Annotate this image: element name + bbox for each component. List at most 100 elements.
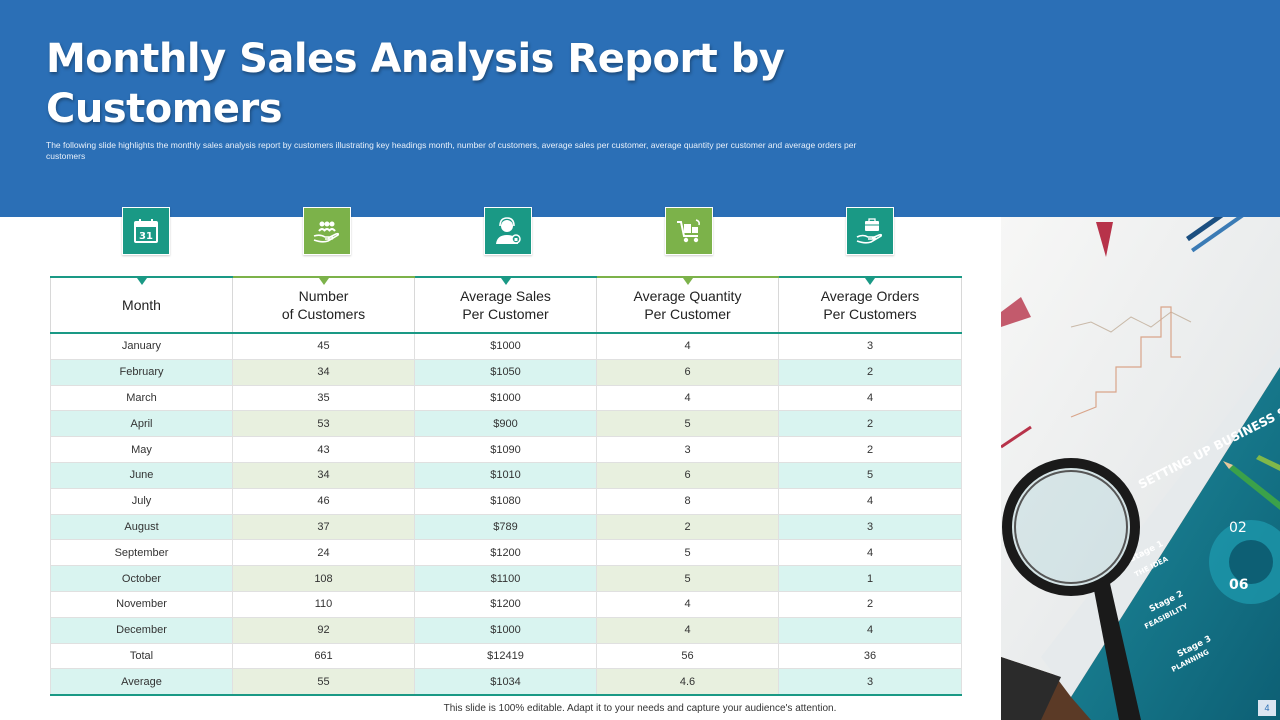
table-body: January 45 $1000 4 3 February 34 $1050 6 2 March 35… (50, 332, 962, 697)
cell-customers: 34 (232, 358, 415, 386)
cell-month: September (50, 539, 233, 567)
header-number-of-customers: Number of Customers (232, 276, 415, 334)
header-banner: Monthly Sales Analysis Report by Custome… (0, 0, 1280, 217)
shopping-cart-icon (665, 207, 713, 255)
cell-avg-sales: $1000 (414, 332, 597, 360)
cell-avg-orders: 2 (778, 358, 962, 386)
cell-avg-sales: $789 (414, 513, 597, 541)
cell-avg-sales: $1100 (414, 565, 597, 592)
cell-avg-orders: 3 (778, 332, 962, 360)
cell-avg-orders: 4 (778, 616, 962, 644)
cell-avg-quantity: 56 (596, 642, 779, 670)
table-row: September 24 $1200 5 4 (50, 539, 962, 567)
cell-avg-sales: $1010 (414, 461, 597, 489)
cell-avg-quantity: 4 (596, 384, 779, 412)
cell-avg-quantity: 4 (596, 616, 779, 644)
cell-avg-sales: $1200 (414, 539, 597, 567)
cell-month: Average (50, 668, 233, 697)
booklet-num-06: 06 (1229, 577, 1248, 593)
cell-avg-orders: 2 (778, 410, 962, 438)
cell-avg-orders: 3 (778, 668, 962, 697)
cell-avg-orders: 4 (778, 539, 962, 567)
cell-avg-sales: $900 (414, 410, 597, 438)
cell-customers: 110 (232, 590, 415, 618)
cell-avg-sales: $1034 (414, 668, 597, 697)
header-average-sales: Average Sales Per Customer (414, 276, 597, 334)
cell-month: October (50, 565, 233, 592)
cell-avg-quantity: 6 (596, 461, 779, 489)
cell-avg-orders: 3 (778, 513, 962, 541)
cell-avg-quantity: 5 (596, 539, 779, 567)
cell-avg-sales: $1050 (414, 358, 597, 386)
cell-month: Total (50, 642, 233, 670)
cell-month: December (50, 616, 233, 644)
cell-month: April (50, 410, 233, 438)
cell-avg-sales: $12419 (414, 642, 597, 670)
table-row: March 35 $1000 4 4 (50, 384, 962, 412)
table-row: December 92 $1000 4 4 (50, 616, 962, 644)
cell-avg-quantity: 8 (596, 487, 779, 515)
footer-note: This slide is 100% editable. Adapt it to… (443, 703, 837, 714)
cell-month: July (50, 487, 233, 515)
cell-month: February (50, 358, 233, 386)
cell-customers: 55 (232, 668, 415, 697)
page-title: Monthly Sales Analysis Report by Custome… (46, 36, 785, 132)
table-row: July 46 $1080 8 4 (50, 487, 962, 515)
cell-customers: 661 (232, 642, 415, 670)
cell-customers: 24 (232, 539, 415, 567)
customers-group-icon (303, 207, 351, 255)
cell-avg-sales: $1000 (414, 616, 597, 644)
cell-avg-orders: 36 (778, 642, 962, 670)
table-row: Total 661 $12419 56 36 (50, 642, 962, 670)
table-row: April 53 $900 5 2 (50, 410, 962, 438)
business-photo: SETTING UP BUSINESS ST 02 06 Stage 1 THE… (1001, 217, 1280, 720)
cell-avg-orders: 4 (778, 487, 962, 515)
cell-month: November (50, 590, 233, 618)
cell-customers: 43 (232, 436, 415, 463)
cell-customers: 53 (232, 410, 415, 438)
table-row: February 34 $1050 6 2 (50, 358, 962, 386)
cell-customers: 46 (232, 487, 415, 515)
table-row: August 37 $789 2 3 (50, 513, 962, 541)
cell-avg-quantity: 2 (596, 513, 779, 541)
cell-month: August (50, 513, 233, 541)
cell-month: March (50, 384, 233, 412)
cell-customers: 108 (232, 565, 415, 592)
calendar-icon: 31 (122, 207, 170, 255)
cell-avg-orders: 1 (778, 565, 962, 592)
cell-avg-orders: 5 (778, 461, 962, 489)
cell-avg-quantity: 4.6 (596, 668, 779, 697)
table-row: May 43 $1090 3 2 (50, 436, 962, 463)
customer-support-icon (484, 207, 532, 255)
cell-avg-orders: 2 (778, 436, 962, 463)
cell-customers: 37 (232, 513, 415, 541)
sales-table: Month Number of Customers Average Sales Pe… (50, 276, 962, 697)
cell-avg-quantity: 6 (596, 358, 779, 386)
table-row: January 45 $1000 4 3 (50, 332, 962, 360)
briefcase-hand-icon (846, 207, 894, 255)
cell-customers: 45 (232, 332, 415, 360)
cell-avg-sales: $1080 (414, 487, 597, 515)
cell-avg-sales: $1200 (414, 590, 597, 618)
header-month: Month (50, 276, 233, 334)
table-header-row: Month Number of Customers Average Sales Pe… (50, 276, 962, 334)
page-number: 4 (1258, 700, 1276, 716)
cell-customers: 92 (232, 616, 415, 644)
cell-month: January (50, 332, 233, 360)
table-row: November 110 $1200 4 2 (50, 590, 962, 618)
cell-month: June (50, 461, 233, 489)
cell-avg-sales: $1090 (414, 436, 597, 463)
table-row: Average 55 $1034 4.6 3 (50, 668, 962, 697)
table-row: October 108 $1100 5 1 (50, 565, 962, 592)
cell-avg-orders: 4 (778, 384, 962, 412)
cell-avg-quantity: 5 (596, 565, 779, 592)
header-average-orders: Average Orders Per Customers (778, 276, 962, 334)
cell-avg-orders: 2 (778, 590, 962, 618)
svg-text:31: 31 (139, 231, 153, 242)
cell-avg-quantity: 4 (596, 590, 779, 618)
cell-avg-quantity: 4 (596, 332, 779, 360)
page-subtitle: The following slide highlights the month… (46, 140, 857, 161)
cell-customers: 34 (232, 461, 415, 489)
cell-avg-sales: $1000 (414, 384, 597, 412)
cell-customers: 35 (232, 384, 415, 412)
